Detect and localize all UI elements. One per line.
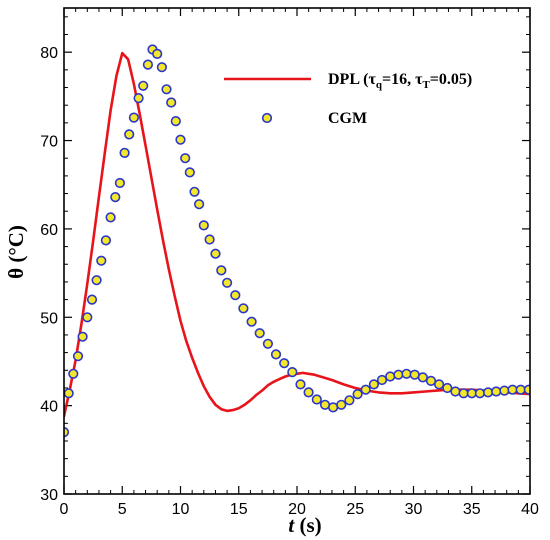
cgm-point: [64, 388, 74, 399]
cgm-point: [82, 312, 93, 323]
cgm-point: [319, 399, 331, 410]
y-tick-label: 50: [40, 310, 58, 327]
cgm-point: [474, 388, 486, 399]
cgm-point: [180, 153, 191, 164]
cgm-point: [507, 384, 518, 395]
cgm-point: [352, 389, 363, 400]
cgm-point: [246, 316, 257, 327]
cgm-point: [238, 303, 249, 314]
cgm-point: [425, 375, 437, 387]
cgm-point: [295, 379, 306, 390]
cgm-point: [128, 112, 139, 123]
cgm-point: [376, 374, 388, 386]
cgm-point: [138, 80, 149, 91]
x-tick-label: 5: [118, 501, 127, 518]
cgm-point: [184, 167, 195, 178]
x-tick-label: 40: [521, 501, 539, 518]
x-tick-label: 30: [405, 501, 423, 518]
y-axis-label: θ (°C): [4, 225, 28, 279]
cgm-point: [105, 212, 116, 223]
cgm-point: [523, 384, 530, 395]
cgm-point: [434, 379, 445, 390]
series-line-dpl: [64, 51, 530, 418]
cgm-point: [124, 129, 135, 140]
cgm-point: [210, 248, 221, 259]
legend-label-dpl: DPL (τq=16, τT=0.05): [328, 71, 472, 91]
y-tick-label: 70: [40, 134, 58, 151]
y-tick-label: 60: [40, 222, 58, 239]
x-tick-label: 25: [346, 501, 364, 518]
cgm-point: [72, 351, 84, 362]
cgm-point: [328, 402, 339, 413]
cgm-point: [287, 367, 298, 378]
cgm-point: [303, 387, 314, 398]
cgm-point: [198, 220, 209, 231]
cgm-point: [254, 328, 265, 339]
tick-labels: 0 5 10 15 20 25 30 35 40 30 40 50 60 70 80: [40, 45, 539, 518]
cgm-point: [114, 177, 125, 189]
x-tick-label: 20: [288, 501, 306, 518]
cgm-point: [368, 379, 380, 390]
x-tick-label: 0: [60, 501, 69, 518]
x-axis-label: t (s): [288, 513, 321, 537]
cgm-point: [161, 84, 172, 95]
cgm-point: [360, 384, 371, 395]
cgm-point: [204, 234, 215, 245]
cgm-point: [96, 255, 107, 266]
cgm-point: [279, 358, 290, 369]
cgm-point: [91, 275, 102, 286]
cgm-point: [385, 371, 396, 382]
cgm-point: [166, 97, 177, 108]
cgm-point: [491, 386, 502, 397]
plot-frame: [63, 7, 531, 495]
cgm-point: [110, 192, 121, 203]
cgm-point: [393, 369, 404, 380]
cgm-point: [133, 92, 144, 104]
plot-area: [64, 44, 530, 438]
cgm-point: [344, 395, 355, 406]
cgm-point: [417, 372, 428, 383]
cgm-point: [483, 387, 494, 398]
cgm-point: [156, 62, 167, 73]
x-tick-label: 35: [463, 501, 481, 518]
cgm-point: [119, 147, 130, 158]
y-tick-label: 80: [40, 45, 58, 62]
x-tick-label: 10: [172, 501, 190, 518]
cgm-point: [311, 394, 322, 405]
y-tick-label: 40: [40, 399, 58, 416]
cgm-point: [262, 338, 274, 349]
legend-marker-swatch: [261, 112, 273, 124]
cgm-point: [458, 388, 469, 399]
cgm-point: [189, 186, 200, 197]
cgm-point: [222, 277, 233, 288]
cgm-point: [170, 115, 181, 127]
cgm-point: [142, 59, 153, 70]
cgm-point: [270, 349, 282, 360]
cgm-point: [86, 294, 98, 305]
cgm-point: [401, 368, 412, 379]
legend-label-cgm: CGM: [328, 110, 367, 127]
legend: DPL (τq=16, τT=0.05) CGM: [224, 71, 472, 127]
cgm-point: [216, 265, 227, 276]
cgm-point: [230, 290, 241, 301]
cgm-point: [442, 382, 453, 394]
cgm-point: [450, 386, 461, 397]
cgm-point: [175, 134, 186, 145]
cgm-point: [194, 199, 205, 210]
cgm-point: [68, 368, 79, 379]
cgm-point: [152, 48, 163, 60]
x-tick-label: 15: [230, 501, 248, 518]
cgm-point: [100, 235, 111, 246]
cgm-point: [336, 399, 347, 410]
y-tick-label: 30: [40, 487, 58, 504]
cgm-point: [499, 385, 510, 396]
cgm-point: [77, 331, 88, 342]
